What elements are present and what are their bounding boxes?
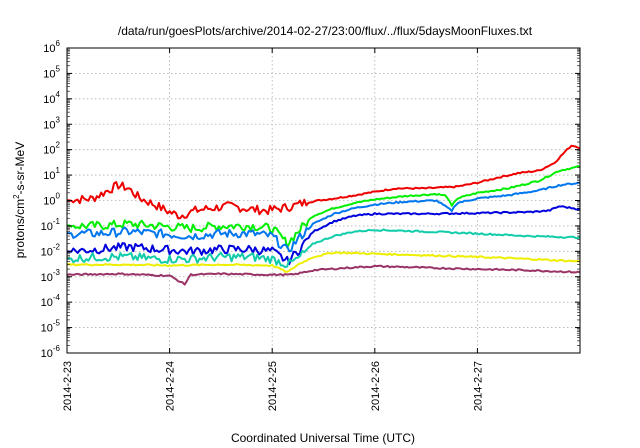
y-tick-exponent: 5 [56,64,61,73]
y-tick-base: 10 [43,145,55,157]
x-tick-label: 2014-2-26 [370,361,382,411]
x-axis-title: Coordinated Universal Time (UTC) [231,431,415,445]
y-tick-label: 106 [43,39,60,55]
y-axis-title-superscript: 2 [12,194,21,199]
y-tick-exponent: 6 [56,39,61,48]
y-tick-base: 10 [43,43,55,55]
x-tick-label: 2014-2-25 [267,361,279,411]
series-line-3 [66,181,581,253]
y-tick-base: 10 [41,246,53,258]
y-tick-exponent: 2 [56,141,61,150]
y-tick-label: 10-1 [41,217,61,233]
y-tick-exponent: 0 [56,192,61,201]
y-tick-label: 104 [43,90,60,106]
y-tick-label: 10-5 [41,319,61,335]
y-tick-label: 10-3 [41,268,61,284]
series-line-1 [66,144,581,220]
y-tick-base: 10 [43,94,55,106]
y-tick-label: 102 [43,141,60,157]
y-tick-exponent: -2 [53,242,61,251]
y-tick-base: 10 [41,272,53,284]
y-tick-label: 105 [43,64,60,80]
y-axis-title: protons/cm2-s-sr-MeV [12,142,27,258]
x-tick-label: 2014-2-27 [472,361,484,411]
y-tick-base: 10 [41,348,53,360]
y-tick-exponent: -6 [53,344,61,353]
x-axis: 2014-2-23 2014-2-24 2014-2-25 2014-2-26 2014… [62,48,484,411]
y-tick-label: 100 [43,192,60,208]
y-tick-exponent: 1 [56,166,61,175]
y-tick-exponent: 3 [56,115,61,124]
y-tick-base: 10 [41,221,53,233]
y-tick-base: 10 [41,297,53,309]
y-tick-exponent: -4 [53,293,61,302]
y-tick-base: 10 [43,119,55,131]
chart-title: /data/run/goesPlots/archive/2014-02-27/2… [118,24,533,38]
y-tick-exponent: -3 [53,268,61,277]
y-tick-base: 10 [43,68,55,80]
y-tick-label: 10-4 [41,293,61,309]
x-tick-label: 2014-2-23 [62,361,74,411]
series-line-5 [66,228,581,269]
series-layer [66,144,581,286]
y-tick-label: 101 [43,166,60,182]
y-tick-exponent: 4 [56,90,61,99]
y-tick-label: 103 [43,115,60,131]
y-tick-label: 10-6 [41,344,61,360]
y-tick-base: 10 [41,323,53,335]
series-line-6 [66,251,581,273]
y-axis: 10610510410310210110010-110-210-310-410-… [41,39,580,360]
y-axis-title-part-2: -s-sr-MeV [13,142,27,195]
y-tick-base: 10 [43,170,55,182]
y-tick-label: 10-2 [41,242,61,258]
y-tick-exponent: -1 [53,217,61,226]
series-line-2 [66,165,581,249]
y-tick-exponent: -5 [53,319,61,328]
series-line-4 [66,205,581,266]
x-tick-label: 2014-2-24 [165,361,177,411]
series-line-7 [66,264,581,286]
y-tick-base: 10 [43,196,55,208]
y-axis-title-part-1: protons/cm [13,199,27,258]
